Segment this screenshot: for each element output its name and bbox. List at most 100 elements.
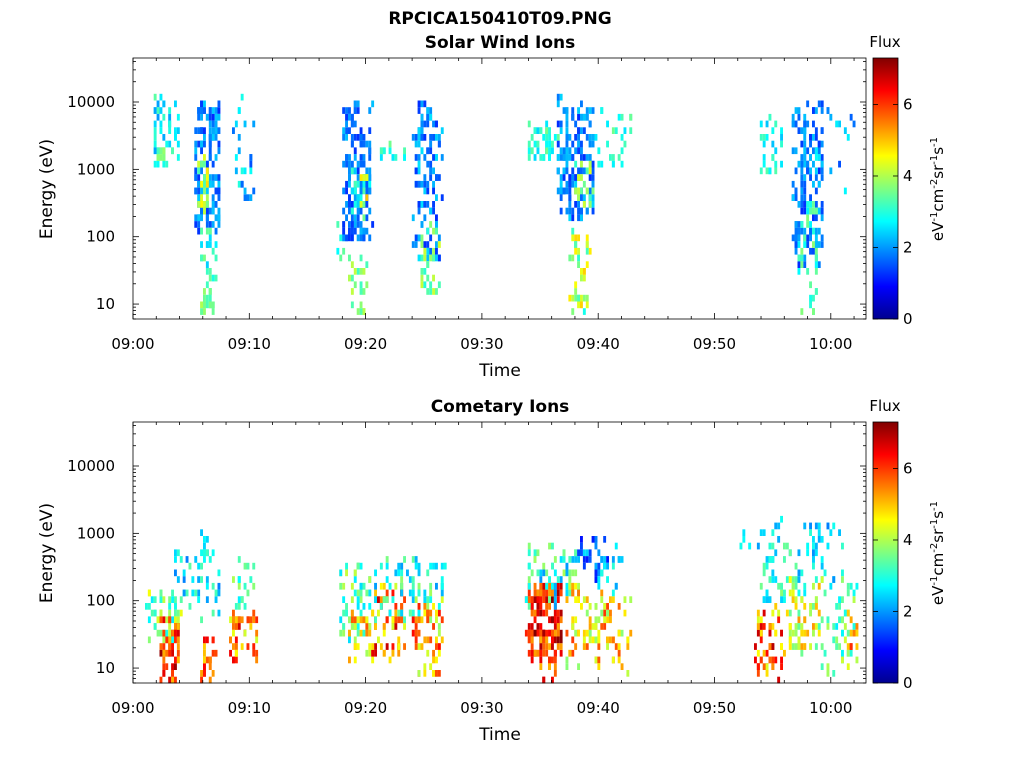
flux-cell xyxy=(432,187,435,195)
flux-cell xyxy=(565,107,569,114)
flux-cell xyxy=(794,603,798,610)
flux-cell xyxy=(153,147,157,155)
flux-cell xyxy=(211,194,215,201)
flux-cell xyxy=(545,127,549,134)
flux-cell xyxy=(214,134,218,141)
flux-cell xyxy=(342,247,346,255)
flux-cell xyxy=(814,261,818,268)
flux-cell xyxy=(437,623,441,630)
flux-cell xyxy=(188,562,192,570)
flux-cell xyxy=(435,643,438,650)
flux-cell xyxy=(246,194,250,201)
flux-cell xyxy=(397,609,401,617)
flux-cell xyxy=(426,261,430,268)
flux-cell xyxy=(350,274,354,282)
flux-cell xyxy=(214,187,218,195)
flux-cell xyxy=(791,120,795,128)
flux-cell xyxy=(394,623,398,630)
flux-cell xyxy=(214,227,218,235)
flux-cell xyxy=(797,609,801,617)
flux-cell xyxy=(176,643,180,650)
flux-cell xyxy=(823,649,827,657)
flux-cell xyxy=(780,140,783,148)
flux-cell xyxy=(426,649,430,657)
flux-cell xyxy=(365,194,369,201)
flux-cell xyxy=(591,201,595,208)
flux-cell xyxy=(559,194,563,201)
flux-cell xyxy=(588,160,592,168)
flux-cell xyxy=(197,596,201,603)
flux-cell xyxy=(542,562,546,570)
flux-cell xyxy=(814,596,818,603)
flux-cell xyxy=(820,100,824,108)
flux-cell xyxy=(423,663,427,670)
flux-cell xyxy=(362,187,366,195)
flux-cell xyxy=(527,542,531,550)
flux-cell xyxy=(539,569,543,577)
flux-cell xyxy=(411,596,415,603)
flux-cell xyxy=(855,656,859,664)
flux-cell xyxy=(585,596,589,603)
flux-cell xyxy=(426,147,430,155)
flux-cell xyxy=(417,167,421,175)
flux-cell xyxy=(217,589,221,597)
flux-cell xyxy=(609,596,612,603)
flux-cell xyxy=(846,609,850,617)
flux-cell xyxy=(348,107,351,114)
flux-cell xyxy=(150,609,154,617)
flux-cell xyxy=(765,589,769,597)
flux-cell xyxy=(214,649,218,657)
flux-cell xyxy=(437,134,441,141)
flux-cell xyxy=(339,569,343,577)
flux-cell xyxy=(429,596,433,603)
flux-cell xyxy=(800,254,804,262)
flux-cell xyxy=(565,589,569,597)
flux-cell xyxy=(577,549,580,557)
flux-cell xyxy=(411,616,415,624)
flux-cell xyxy=(359,221,363,228)
flux-cell xyxy=(820,127,824,134)
flux-cell xyxy=(582,274,586,282)
flux-cell xyxy=(211,201,215,208)
flux-cell xyxy=(629,127,633,134)
flux-cell xyxy=(168,636,172,644)
flux-cell xyxy=(153,160,157,168)
flux-cell xyxy=(548,134,551,141)
flux-cell xyxy=(342,234,346,242)
flux-cell xyxy=(162,656,166,664)
flux-cell xyxy=(797,643,801,650)
flux-cell xyxy=(348,127,351,134)
flux-cell xyxy=(530,134,534,141)
flux-cell xyxy=(620,663,624,670)
flux-cell xyxy=(852,623,856,630)
flux-cell xyxy=(820,576,824,583)
x-tick-label: 09:10 xyxy=(228,699,271,717)
flux-cell xyxy=(814,234,818,242)
figure-title: RPCICA150410T09.PNG xyxy=(388,9,611,29)
flux-cell xyxy=(252,649,256,657)
flux-cell xyxy=(426,569,430,577)
flux-cell xyxy=(435,194,438,201)
flux-cell xyxy=(432,649,435,657)
flux-cell xyxy=(611,127,615,134)
flux-cell xyxy=(806,160,810,168)
flux-cell xyxy=(817,609,821,617)
flux-cell xyxy=(806,221,810,228)
flux-cell xyxy=(556,154,560,161)
flux-cell xyxy=(426,227,430,235)
flux-cell xyxy=(214,174,218,181)
flux-cell xyxy=(565,140,569,148)
flux-cell xyxy=(379,147,383,155)
flux-cell xyxy=(362,268,366,275)
flux-cell xyxy=(211,582,215,590)
flux-cell xyxy=(200,201,203,208)
flux-cell xyxy=(585,113,589,121)
flux-cell xyxy=(423,120,427,128)
flux-cell xyxy=(420,643,424,650)
flux-cell xyxy=(234,643,238,650)
flux-cell xyxy=(565,629,569,637)
flux-cell xyxy=(374,596,377,603)
flux-cell xyxy=(530,643,534,650)
flux-cell xyxy=(539,656,543,664)
flux-cell xyxy=(339,629,343,637)
